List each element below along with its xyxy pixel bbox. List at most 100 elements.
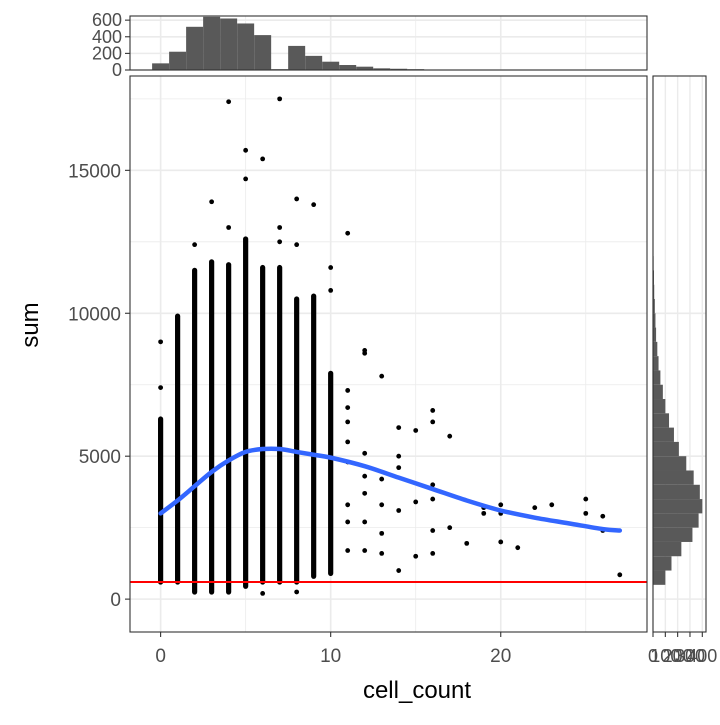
scatter-point <box>396 425 401 430</box>
x-tick-label: 20 <box>490 646 511 667</box>
scatter-point <box>311 202 316 207</box>
top-histogram-bar <box>220 18 237 70</box>
scatter-point <box>277 96 282 101</box>
scatter-point <box>345 388 350 393</box>
scatter-point <box>345 419 350 424</box>
top-histogram-bar <box>203 17 220 70</box>
scatter-point <box>328 265 333 270</box>
scatter-point <box>158 339 163 344</box>
right-histogram-bar <box>653 399 665 413</box>
scatter-point <box>345 231 350 236</box>
right-histogram-bar <box>653 442 679 456</box>
scatter-point <box>515 545 520 550</box>
scatter-point <box>430 419 435 424</box>
scatter-point <box>294 197 299 202</box>
scatter-point <box>260 156 265 161</box>
scatter-point <box>617 572 622 577</box>
scatter-point <box>345 502 350 507</box>
scatter-point <box>362 548 367 553</box>
scatter-point <box>498 540 503 545</box>
right-histogram-bar <box>653 370 660 384</box>
scatter-point <box>447 434 452 439</box>
scatter-point <box>413 500 418 505</box>
scatter-point <box>396 454 401 459</box>
y-tick-label: 5000 <box>79 447 121 468</box>
scatter-point <box>209 199 214 204</box>
right-x-tick-label: 400 <box>687 646 717 666</box>
y-tick-label: 10000 <box>68 304 121 325</box>
scatter-point <box>583 511 588 516</box>
scatter-point <box>430 497 435 502</box>
scatter-point <box>226 225 231 230</box>
scatter-point <box>192 242 197 247</box>
y-tick-label: 15000 <box>68 161 121 182</box>
scatter-point <box>328 288 333 293</box>
right-histogram-bar <box>653 385 663 399</box>
y-axis-label: sum <box>17 302 44 347</box>
x-tick-label: 10 <box>320 646 341 667</box>
scatter-point <box>379 477 384 482</box>
scatter-point <box>345 405 350 410</box>
scatter-point <box>345 520 350 525</box>
scatter-point <box>277 239 282 244</box>
right-histogram-bar <box>653 513 699 527</box>
scatter-point <box>362 474 367 479</box>
right-histogram-bar <box>653 499 702 513</box>
top-histogram-bar <box>152 63 169 70</box>
scatter-point <box>362 351 367 356</box>
scatter-point <box>345 548 350 553</box>
right-histogram-bar <box>653 485 700 499</box>
scatter-point <box>379 374 384 379</box>
right-histogram-bar <box>653 342 657 356</box>
scatter-point <box>481 511 486 516</box>
scatter-point <box>260 591 265 596</box>
scatter-point <box>294 590 299 595</box>
scatter-point <box>549 502 554 507</box>
scatter-point <box>447 525 452 530</box>
right-histogram-bar <box>653 413 669 427</box>
scatter-point <box>379 502 384 507</box>
right-histogram-bar <box>653 428 674 442</box>
top-histogram-bar <box>339 65 356 70</box>
scatter-point <box>413 554 418 559</box>
scatter-point <box>396 568 401 573</box>
scatter-point <box>158 385 163 390</box>
scatter-point <box>379 551 384 556</box>
scatter-point <box>430 551 435 556</box>
scatter-point <box>362 451 367 456</box>
scatter-point <box>362 491 367 496</box>
scatter-point <box>379 531 384 536</box>
top-histogram-bar <box>237 23 254 70</box>
scatter-point <box>498 502 503 507</box>
scatter-point <box>226 99 231 104</box>
top-histogram-bar <box>254 35 271 70</box>
top-histogram-bar <box>186 27 203 70</box>
x-axis-label: cell_count <box>363 677 471 704</box>
x-tick-label: 0 <box>155 646 166 667</box>
right-histogram-bar <box>653 528 692 542</box>
scatter-point <box>413 428 418 433</box>
scatter-point <box>464 541 469 546</box>
right-histogram-bar <box>653 470 694 484</box>
scatter-point <box>583 497 588 502</box>
main-panel-background <box>130 76 647 632</box>
right-histogram-bar <box>653 542 681 556</box>
top-histogram-bar <box>322 62 339 70</box>
right-histogram-bar <box>653 571 665 585</box>
scatter-point <box>362 520 367 525</box>
scatter-point <box>345 440 350 445</box>
right-histogram-bar <box>653 556 671 570</box>
top-histogram-bar <box>169 52 186 70</box>
scatter-point <box>396 465 401 470</box>
scatter-point <box>396 508 401 513</box>
scatter-point <box>243 177 248 182</box>
y-tick-label: 0 <box>110 590 121 611</box>
right-histogram-bar <box>653 356 659 370</box>
top-histogram-bar <box>288 46 305 70</box>
scatter-point <box>600 514 605 519</box>
scatter-point <box>243 148 248 153</box>
scatter-point <box>277 225 282 230</box>
